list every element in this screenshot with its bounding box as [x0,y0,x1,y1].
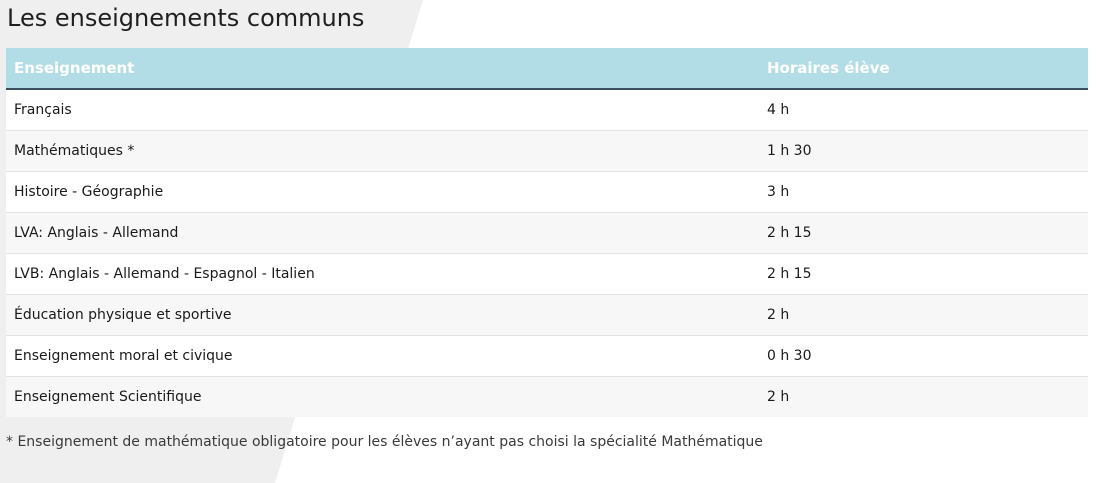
page-title: Les enseignements communs [7,4,365,32]
hours-cell: 4 h [759,88,1088,130]
table-row: Enseignement Scientifique 2 h [6,375,1088,417]
column-header-subject: Enseignement [6,48,759,90]
table-header-row: Enseignement Horaires élève [6,48,1088,90]
footnote: * Enseignement de mathématique obligatoi… [6,434,763,450]
subject-cell: Éducation physique et sportive [6,293,759,335]
subject-cell: Enseignement Scientifique [6,375,759,417]
column-header-hours: Horaires élève [759,48,1088,90]
schedule-table-container: Enseignement Horaires élève Français 4 h… [6,48,1088,417]
subject-cell: LVB: Anglais - Allemand - Espagnol - Ita… [6,252,759,294]
subject-cell: Histoire - Géographie [6,170,759,212]
hours-cell: 3 h [759,170,1088,212]
hours-cell: 2 h 15 [759,252,1088,294]
table-row: Enseignement moral et civique 0 h 30 [6,334,1088,376]
hours-cell: 2 h 15 [759,211,1088,253]
table-row: Mathématiques * 1 h 30 [6,129,1088,171]
subject-cell: Français [6,88,759,130]
table-body: Français 4 h Mathématiques * 1 h 30 Hist… [6,88,1088,417]
table-row: Français 4 h [6,88,1088,130]
schedule-table: Enseignement Horaires élève Français 4 h… [6,48,1088,417]
subject-cell: Mathématiques * [6,129,759,171]
hours-cell: 2 h [759,293,1088,335]
table-row: LVB: Anglais - Allemand - Espagnol - Ita… [6,252,1088,294]
hours-cell: 0 h 30 [759,334,1088,376]
subject-cell: LVA: Anglais - Allemand [6,211,759,253]
table-row: LVA: Anglais - Allemand 2 h 15 [6,211,1088,253]
hours-cell: 2 h [759,375,1088,417]
table-header: Enseignement Horaires élève [6,48,1088,90]
table-row: Histoire - Géographie 3 h [6,170,1088,212]
hours-cell: 1 h 30 [759,129,1088,171]
table-row: Éducation physique et sportive 2 h [6,293,1088,335]
subject-cell: Enseignement moral et civique [6,334,759,376]
